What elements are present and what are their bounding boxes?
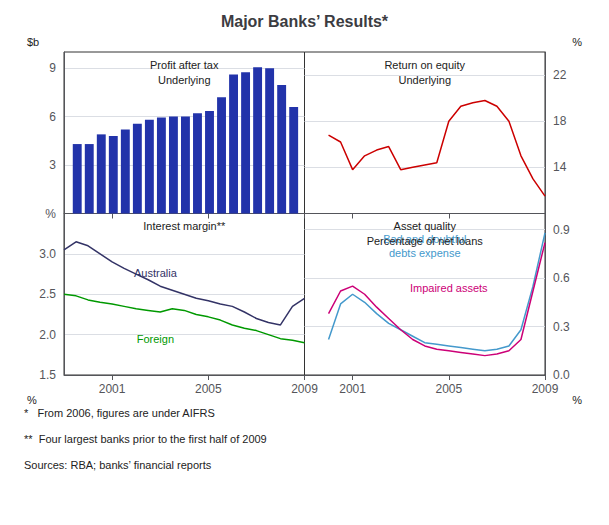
svg-text:0.3: 0.3: [553, 320, 570, 334]
svg-text:$b: $b: [27, 36, 39, 48]
svg-text:Percentage of net loans: Percentage of net loans: [367, 235, 484, 247]
svg-text:9: 9: [49, 61, 56, 75]
svg-text:0.9: 0.9: [553, 223, 570, 237]
svg-text:2.0: 2.0: [39, 328, 56, 342]
svg-text:%: %: [572, 394, 582, 406]
svg-text:2001: 2001: [339, 382, 366, 396]
svg-text:%: %: [45, 207, 56, 221]
svg-text:Major Banks’ Results*: Major Banks’ Results*: [221, 13, 389, 30]
svg-text:%: %: [572, 36, 582, 48]
svg-text:* From 2006, figures are und: * From 2006, figures are under AIFRS: [24, 407, 215, 419]
svg-text:%: %: [27, 394, 37, 406]
svg-text:Profit after tax: Profit after tax: [150, 59, 219, 71]
svg-text:1.5: 1.5: [39, 368, 56, 382]
svg-text:Sources: RBA; banks’ financial: Sources: RBA; banks’ financial reports: [24, 459, 212, 471]
svg-text:Impaired assets: Impaired assets: [410, 282, 488, 294]
svg-text:2009: 2009: [291, 382, 318, 396]
svg-text:Underlying: Underlying: [398, 74, 451, 86]
svg-text:22: 22: [553, 68, 567, 82]
svg-text:3: 3: [49, 158, 56, 172]
svg-text:** Four largest banks prior t: ** Four largest banks prior to the first…: [24, 433, 267, 445]
svg-text:0.0: 0.0: [553, 368, 570, 382]
svg-text:2009: 2009: [532, 382, 559, 396]
svg-text:Asset quality: Asset quality: [394, 220, 457, 232]
svg-text:Return on equity: Return on equity: [384, 59, 465, 71]
svg-text:18: 18: [553, 114, 567, 128]
svg-text:Underlying: Underlying: [158, 74, 211, 86]
svg-text:6: 6: [49, 110, 56, 124]
svg-text:Australia: Australia: [134, 267, 178, 279]
svg-text:2001: 2001: [99, 382, 126, 396]
svg-text:debts expense: debts expense: [389, 247, 461, 259]
svg-text:Foreign: Foreign: [137, 333, 174, 345]
svg-text:2005: 2005: [435, 382, 462, 396]
svg-text:3.0: 3.0: [39, 247, 56, 261]
svg-text:2005: 2005: [195, 382, 222, 396]
svg-text:0.6: 0.6: [553, 271, 570, 285]
svg-text:Interest margin**: Interest margin**: [143, 220, 226, 232]
svg-text:14: 14: [553, 160, 567, 174]
svg-text:2.5: 2.5: [39, 287, 56, 301]
